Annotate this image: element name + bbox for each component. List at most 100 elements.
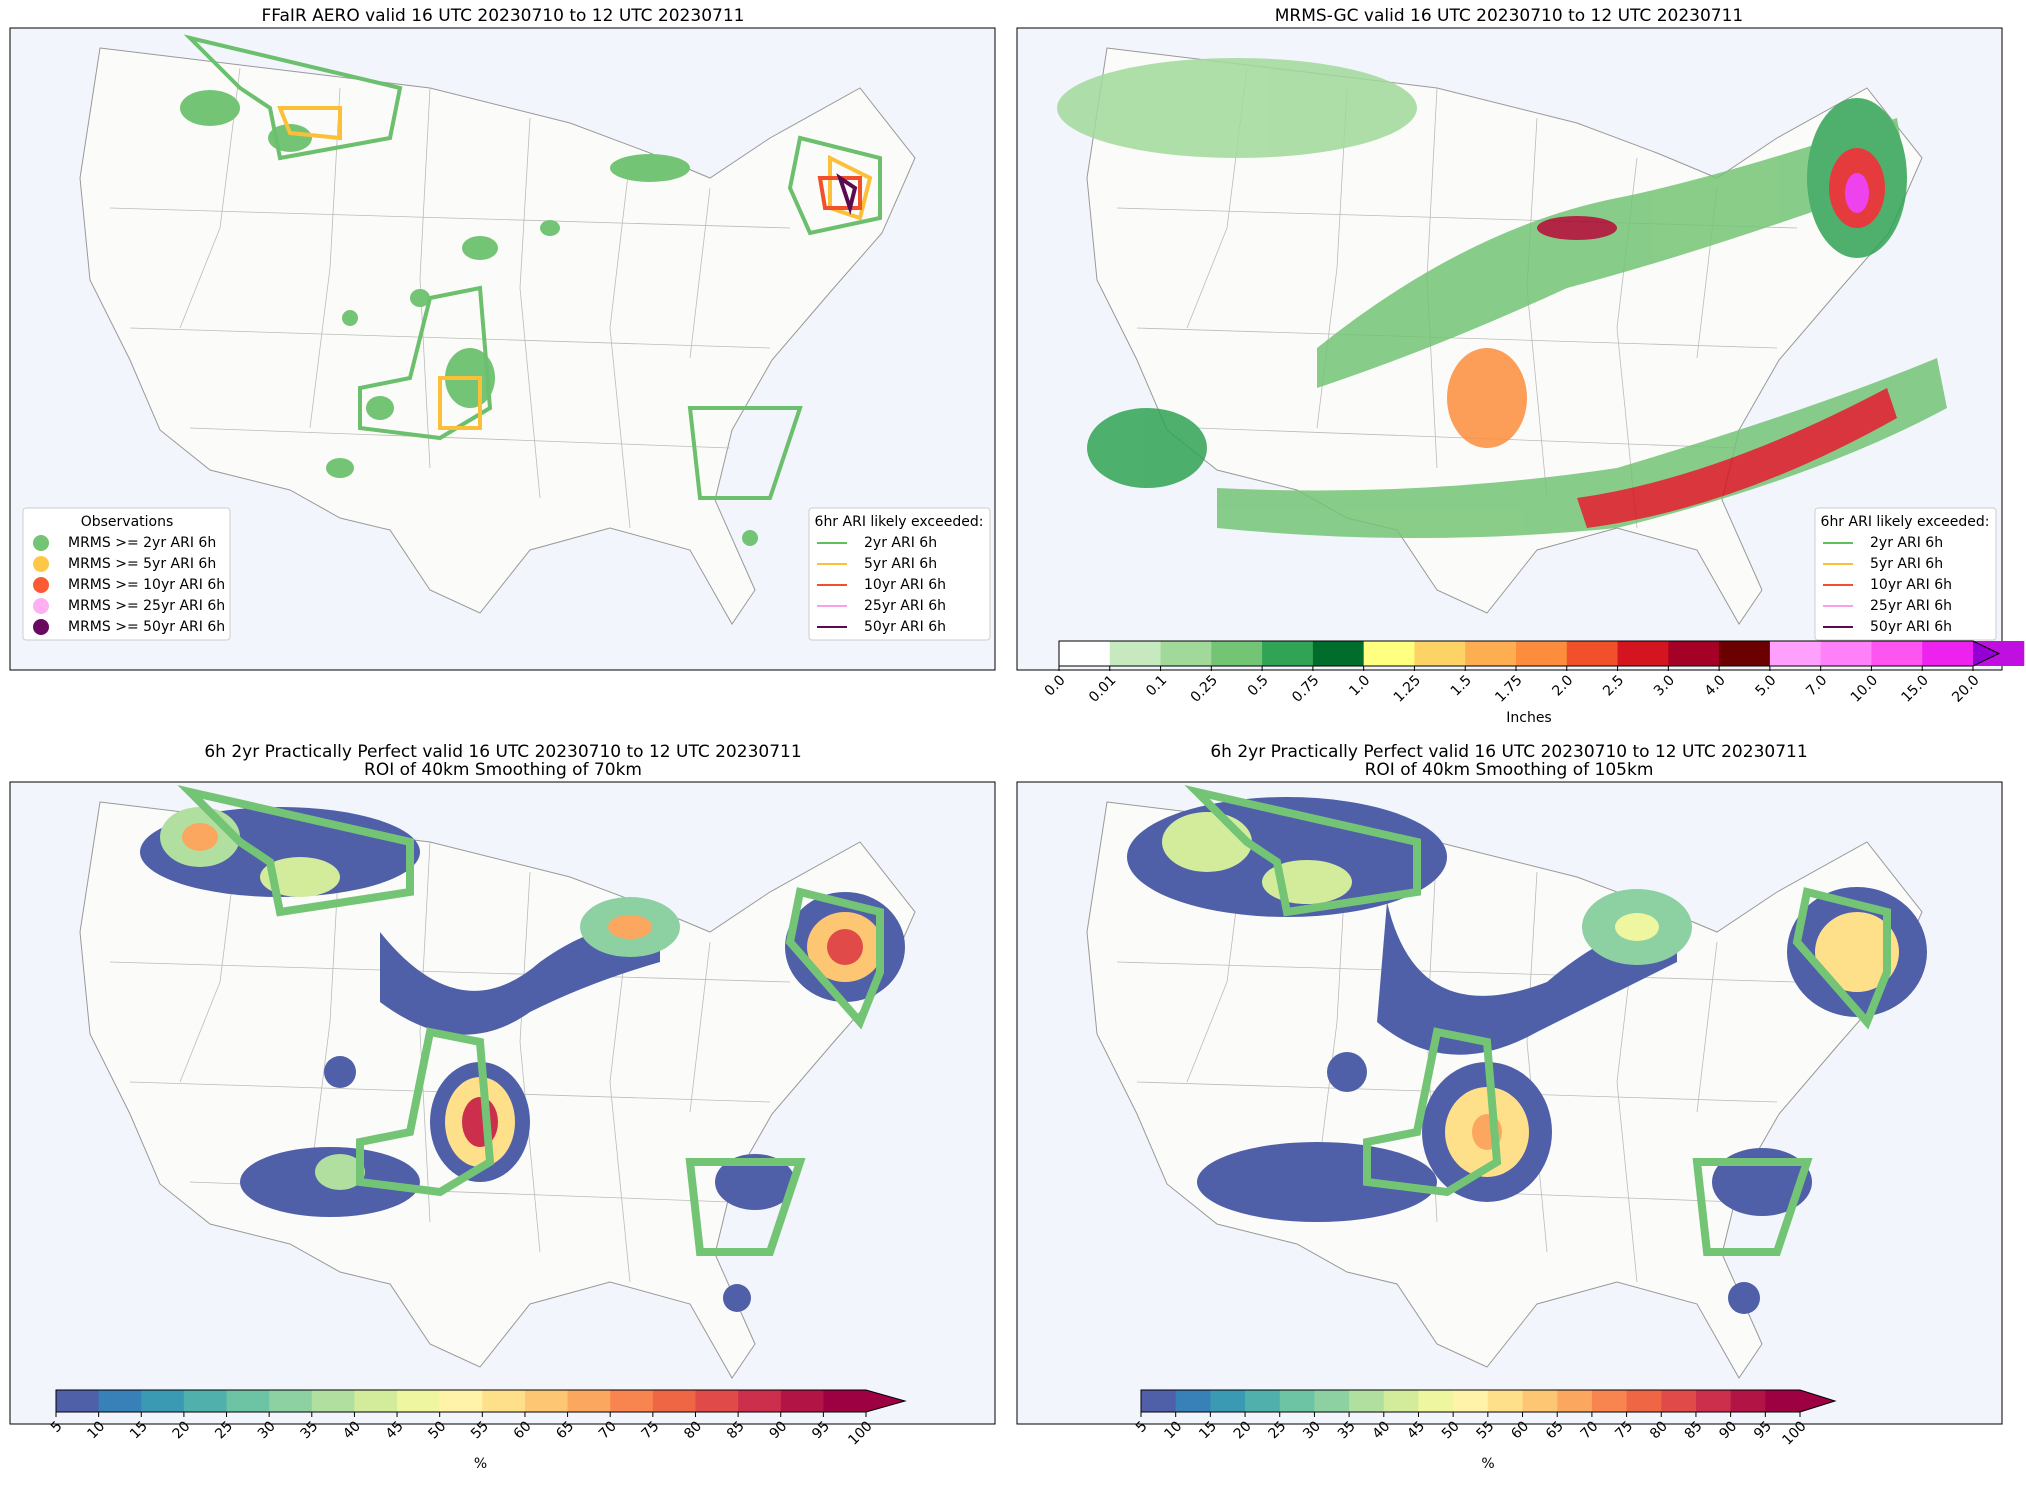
colorbar-bin [1617, 641, 1669, 666]
colorbar-label: % [1481, 1456, 1494, 1472]
colorbar-bin [1141, 1390, 1177, 1412]
colorbar-tick-label: 20.0 [1949, 672, 1982, 705]
colorbar-bin [1661, 1390, 1697, 1412]
colorbar-bin [1314, 1390, 1350, 1412]
colorbar-tick-label: 0.25 [1188, 672, 1221, 705]
colorbar-bin [1695, 1390, 1732, 1412]
colorbar-bin [183, 1390, 228, 1412]
colorbar-tick-label: 2.0 [1549, 672, 1576, 699]
panel-subtitle: ROI of 40km Smoothing of 105km [1365, 760, 1654, 780]
legend-marker [33, 535, 49, 551]
colorbar-bin [1626, 1390, 1662, 1412]
colorbar-bin [1871, 641, 1923, 666]
legend-label: 5yr ARI 6h [1870, 556, 1943, 572]
colorbar-bin [1383, 1390, 1419, 1412]
colorbar-tick-label: 1.25 [1391, 672, 1424, 705]
colorbar-bin [311, 1390, 355, 1412]
colorbar-bin [397, 1390, 441, 1412]
colorbar-bin [1516, 641, 1568, 666]
colorbar-tick-label: 0.0 [1042, 672, 1069, 699]
colorbar-bin [439, 1390, 483, 1412]
legend-box [808, 507, 991, 641]
colorbar-bin [610, 1390, 654, 1412]
colorbar-bin [524, 1390, 569, 1412]
legend-label: 5yr ARI 6h [864, 556, 937, 572]
colorbar-bin [1312, 641, 1365, 666]
legend-marker [33, 577, 49, 593]
colorbar-label: % [474, 1456, 487, 1472]
colorbar-bin [1922, 641, 1974, 666]
colorbar-bin [823, 1390, 867, 1412]
colorbar-extend [1973, 641, 1999, 666]
colorbar-bin [780, 1390, 824, 1412]
colorbar-bin [1719, 641, 1771, 666]
legend-title: 6hr ARI likely exceeded: [815, 514, 984, 530]
colorbar-tick-label: 1.5 [1448, 672, 1475, 699]
legend-label: MRMS >= 2yr ARI 6h [68, 535, 216, 551]
panel-subtitle: ROI of 40km Smoothing of 70km [364, 760, 642, 780]
colorbar-tick-label: 0.5 [1245, 672, 1272, 699]
colorbar-bin [141, 1390, 185, 1412]
panel-title: 6h 2yr Practically Perfect valid 16 UTC … [1210, 742, 1807, 762]
legend-marker [33, 556, 49, 572]
legend-label: 10yr ARI 6h [864, 577, 946, 593]
map-panel [1016, 27, 2003, 671]
colorbar-outline [1140, 1389, 1837, 1413]
legend-marker [33, 598, 49, 614]
colorbar-bin [98, 1390, 142, 1412]
legend-label: 50yr ARI 6h [1870, 619, 1952, 635]
colorbar-bin [1109, 641, 1162, 666]
colorbar-extend [1800, 1390, 1835, 1412]
colorbar-tick-label: 7.0 [1803, 672, 1830, 699]
colorbar-bin [1522, 1390, 1558, 1412]
colorbar-tick-label: 1.75 [1492, 672, 1525, 705]
legend-label: MRMS >= 50yr ARI 6h [68, 619, 225, 635]
colorbar-bin [1557, 1390, 1593, 1412]
probability-field [140, 785, 905, 1312]
colorbar-outline [55, 1389, 907, 1413]
legend-label: 10yr ARI 6h [1870, 577, 1952, 593]
colorbar-bin [1210, 1390, 1246, 1412]
legend-label: MRMS >= 5yr ARI 6h [68, 556, 216, 572]
colorbar-bin [1279, 1390, 1315, 1412]
colorbar-bin [1245, 1390, 1281, 1412]
colorbar-bin [354, 1390, 398, 1412]
colorbar-bin [1418, 1390, 1454, 1412]
colorbar-label: Inches [1506, 710, 1551, 726]
colorbar-bin [1820, 641, 1872, 666]
colorbar-bin [1211, 641, 1263, 666]
ari-contours [183, 34, 882, 500]
colorbar-tick-label: 4.0 [1702, 672, 1729, 699]
colorbar-bin [738, 1390, 782, 1412]
colorbar-bin [1566, 641, 1619, 666]
map-panel [1016, 781, 2003, 1425]
legend-title: Observations [81, 514, 174, 530]
colorbar-bin [56, 1390, 100, 1412]
colorbar-tick-label: 10.0 [1848, 672, 1881, 705]
panel-title: MRMS-GC valid 16 UTC 20230710 to 12 UTC … [1275, 6, 1743, 26]
colorbar-bin [567, 1390, 611, 1412]
legend-label: 25yr ARI 6h [864, 598, 946, 614]
colorbar-tick-label: 3.0 [1651, 672, 1678, 699]
legend-box [1814, 507, 1997, 641]
legend-label: 2yr ARI 6h [1870, 535, 1943, 551]
legend-label: MRMS >= 10yr ARI 6h [68, 577, 225, 593]
legend-label: 50yr ARI 6h [864, 619, 946, 635]
colorbar-bin [1730, 1390, 1766, 1412]
legend-label: 25yr ARI 6h [1870, 598, 1952, 614]
colorbar-tick-label: 0.1 [1143, 672, 1170, 699]
colorbar-tick-label: 2.5 [1600, 672, 1627, 699]
colorbar-bin [482, 1390, 526, 1412]
precip-field [1057, 58, 1947, 538]
colorbar-tick-label: 1.0 [1346, 672, 1373, 699]
legend-title: 6hr ARI likely exceeded: [1821, 514, 1990, 530]
panel-title: 6h 2yr Practically Perfect valid 16 UTC … [204, 742, 801, 762]
legend-box [22, 507, 231, 641]
panel-title: FFaIR AERO valid 16 UTC 20230710 to 12 U… [262, 6, 745, 26]
colorbar-bin [226, 1390, 270, 1412]
colorbar-bin [1160, 641, 1212, 666]
colorbar-bin [1769, 641, 1822, 666]
colorbar-tick-label: 0.75 [1289, 672, 1322, 705]
colorbar-bin [1414, 641, 1466, 666]
